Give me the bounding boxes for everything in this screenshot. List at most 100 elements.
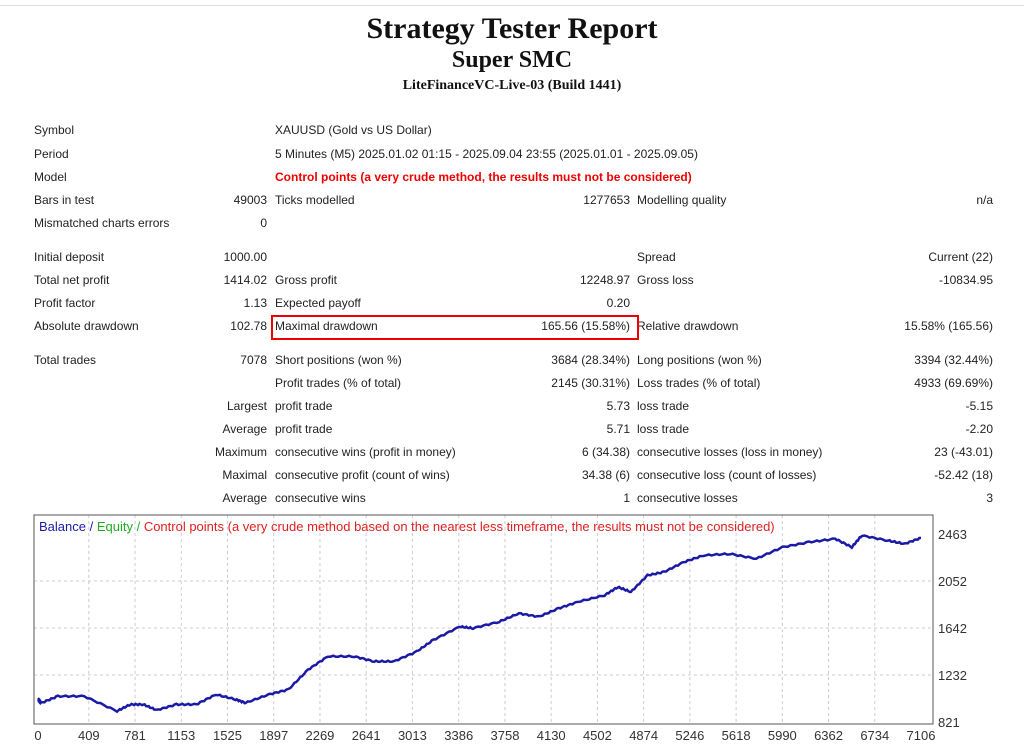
x-tick-label: 2641: [352, 728, 381, 743]
legend-sep: /: [86, 519, 97, 534]
value: 3394 (32.44%): [914, 353, 993, 367]
x-tick-label: 3386: [444, 728, 473, 743]
label: consecutive losses: [637, 491, 738, 505]
row-pf: Profit factor 1.13 Expected payoff 0.20: [0, 293, 1024, 313]
value: 6 (34.38): [581, 445, 630, 459]
label: Gross profit: [275, 273, 338, 287]
value: 3684 (28.34%): [551, 353, 630, 367]
x-tick-label: 1897: [259, 728, 288, 743]
value: 1000.00: [223, 250, 267, 264]
y-tick-label: 1232: [938, 668, 967, 683]
label: Maximal: [222, 468, 267, 482]
value: 1414.02: [223, 273, 267, 287]
label: loss trade: [637, 399, 690, 413]
value: -10834.95: [938, 273, 993, 287]
label: Short positions (won %): [275, 353, 402, 367]
model-warning: Control points (a very crude method, the…: [275, 170, 692, 184]
label: Profit trades (% of total): [275, 376, 402, 390]
x-tick-label: 7106: [907, 728, 936, 743]
label: Symbol: [34, 123, 75, 137]
label: Gross loss: [637, 273, 694, 287]
expert-name: Super SMC: [451, 47, 573, 73]
x-tick-label: 4502: [583, 728, 612, 743]
row-initial: Initial deposit 1000.00 Spread Current (22): [0, 247, 1024, 267]
x-tick-label: 6734: [860, 728, 889, 743]
legend-sep: /: [133, 519, 144, 534]
value: 12248.97: [579, 273, 630, 287]
x-tick-label: 0: [34, 728, 41, 743]
y-tick-label: 2052: [938, 574, 967, 589]
value: 5 Minutes (M5) 2025.01.02 01:15 - 2025.0…: [275, 147, 698, 161]
x-tick-label: 1525: [213, 728, 242, 743]
label: Mismatched charts errors: [34, 216, 170, 230]
label: profit trade: [275, 422, 333, 436]
x-tick-label: 1153: [167, 728, 195, 743]
row-profit-trades: Profit trades (% of total) 2145 (30.31%) L…: [0, 373, 1024, 393]
x-tick-label: 3013: [398, 728, 427, 743]
label: Spread: [637, 250, 676, 264]
server-name: LiteFinanceVC-Live-03 (Build 1441): [402, 78, 622, 93]
value: -52.42 (18): [934, 468, 993, 482]
label: Long positions (won %): [637, 353, 762, 367]
chart-legend: Balance / Equity / Control points (a ver…: [39, 519, 775, 534]
legend-equity: Equity: [97, 519, 134, 534]
legend-note: Control points (a very crude method base…: [144, 519, 775, 534]
row-bars: Bars in test 49003 Ticks modelled 1277653 Mo…: [0, 190, 1024, 210]
label: consecutive profit (count of wins): [275, 468, 450, 482]
value: 1.13: [243, 296, 267, 310]
value: 5.73: [606, 399, 630, 413]
legend-balance: Balance: [39, 519, 86, 534]
x-tick-label: 4130: [537, 728, 566, 743]
x-tick-label: 6362: [814, 728, 843, 743]
row-net: Total net profit 1414.02 Gross profit 12248…: [0, 270, 1024, 290]
x-tick-label: 3758: [491, 728, 520, 743]
x-tick-label: 781: [124, 728, 146, 743]
value: -2.20: [965, 422, 993, 436]
value: 3: [986, 491, 993, 505]
label: Relative drawdown: [637, 319, 739, 333]
row-drawdown: Absolute drawdown 102.78 Maximal drawdown 1…: [0, 316, 1024, 336]
row-total-trades: Total trades 7078 Short positions (won %) 3…: [0, 350, 1024, 370]
label: Average: [222, 491, 267, 505]
label: consecutive wins: [275, 491, 366, 505]
x-tick-label: 5246: [675, 728, 704, 743]
y-tick-label: 2463: [938, 527, 967, 542]
label: Largest: [226, 399, 267, 413]
x-tick-label: 4874: [629, 728, 658, 743]
label: Period: [34, 147, 69, 161]
label: consecutive loss (count of losses): [637, 468, 817, 482]
label: Total trades: [34, 353, 97, 367]
value: 4933 (69.69%): [914, 376, 993, 390]
label: Model: [34, 170, 67, 184]
balance-chart: Balance / Equity / Control points (a ver…: [33, 514, 967, 743]
plot-frame: [33, 514, 934, 725]
label: Bars in test: [34, 193, 95, 207]
value: 23 (-43.01): [934, 445, 993, 459]
row-largest: Largest profit trade 5.73 loss trade -5.15: [0, 396, 1024, 416]
value: XAUUSD (Gold vs US Dollar): [275, 123, 432, 137]
value: -5.15: [965, 399, 993, 413]
value: 0: [260, 216, 267, 230]
label: Average: [222, 422, 267, 436]
value: 1: [623, 491, 630, 505]
value: Current (22): [928, 250, 993, 264]
label: loss trade: [637, 422, 690, 436]
label: Profit factor: [34, 296, 96, 310]
value: 15.58% (165.56): [904, 319, 993, 333]
label: Absolute drawdown: [34, 319, 139, 333]
row-average: Average profit trade 5.71 loss trade -2.20: [0, 419, 1024, 439]
label: Loss trades (% of total): [637, 376, 761, 390]
value: 49003: [233, 193, 267, 207]
report-title: Strategy Tester Report: [366, 12, 658, 45]
row-period: Period 5 Minutes (M5) 2025.01.02 01:15 - …: [0, 144, 1024, 164]
x-tick-label: 5618: [722, 728, 751, 743]
row-maximal: Maximal consecutive profit (count of wins…: [0, 465, 1024, 485]
row-symbol: Symbol XAUUSD (Gold vs US Dollar): [0, 120, 1024, 140]
row-model: Model Control points (a very crude method…: [0, 167, 1024, 187]
row-mismatch: Mismatched charts errors 0: [0, 213, 1024, 233]
label: Initial deposit: [34, 250, 105, 264]
value: 2145 (30.31%): [551, 376, 630, 390]
value: 1277653: [583, 193, 630, 207]
value: 102.78: [230, 319, 267, 333]
label: consecutive losses (loss in money): [637, 445, 823, 459]
